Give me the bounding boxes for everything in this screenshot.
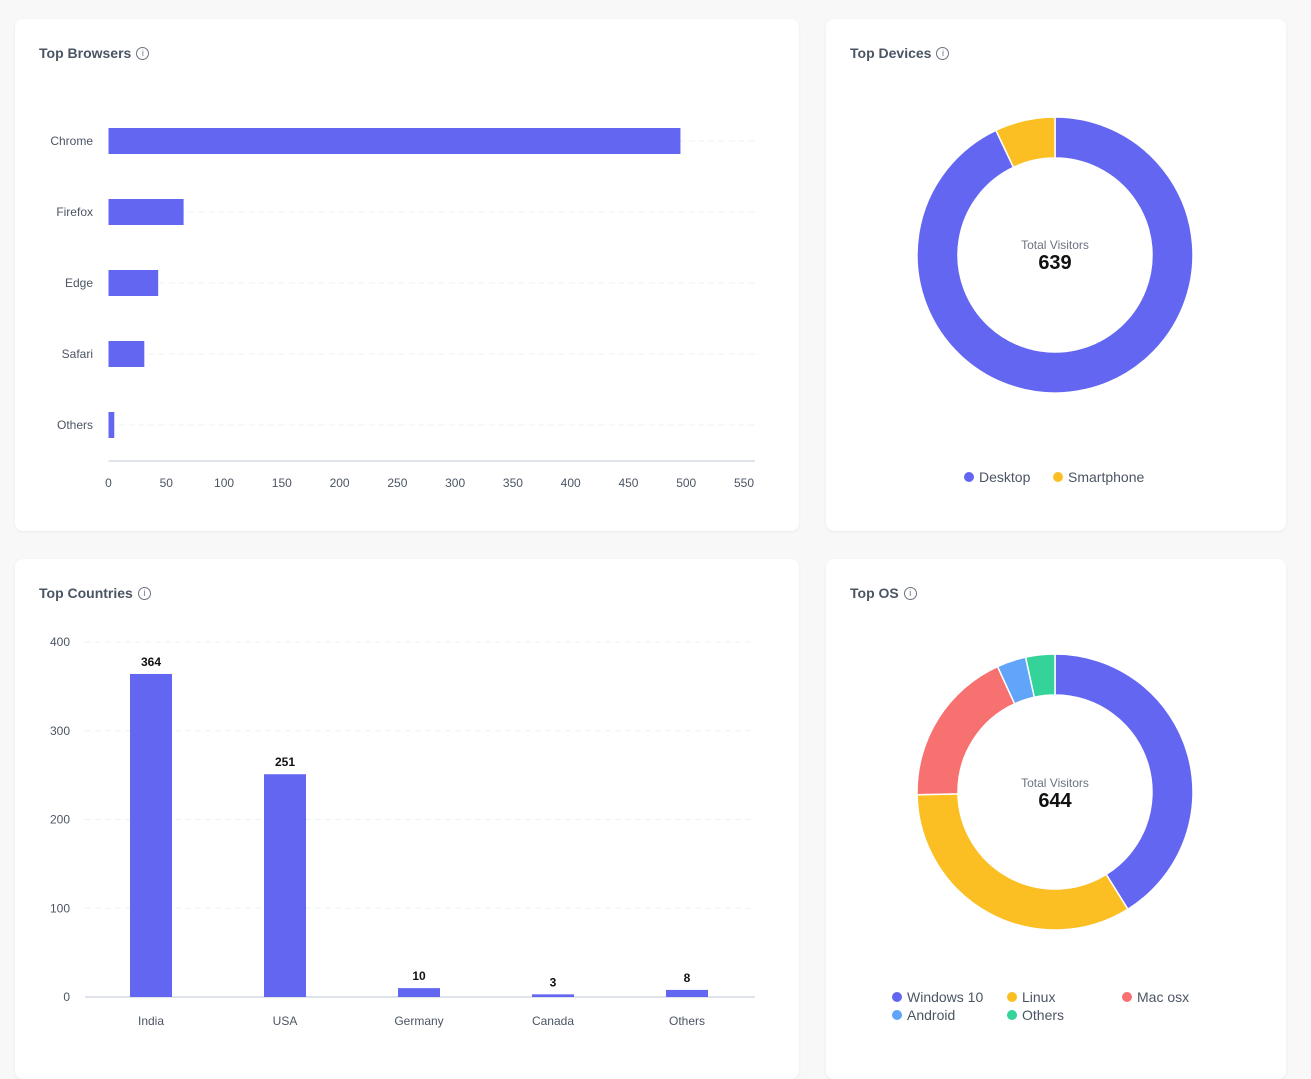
category-label: Germany <box>394 1014 443 1028</box>
slice-others <box>1024 653 1056 699</box>
x-tick-label: 450 <box>618 476 638 490</box>
bar-chrome <box>108 128 681 154</box>
legend-item-windows-10[interactable]: Windows 10 <box>892 989 983 1005</box>
center-label: Total Visitors <box>1021 238 1089 252</box>
legend-dot <box>964 472 974 482</box>
category-label: Others <box>57 418 93 432</box>
x-tick-label: 150 <box>272 476 292 490</box>
top-devices-card: Top Devices i Total Visitors 639 Desktop … <box>826 19 1286 531</box>
x-tick-label: 0 <box>105 476 112 490</box>
card-title: Top OS i <box>850 585 917 601</box>
y-tick-label: 0 <box>63 990 70 1004</box>
y-tick-label: 100 <box>50 901 70 915</box>
legend-dot <box>1122 992 1132 1002</box>
x-tick-label: 350 <box>503 476 523 490</box>
category-label: Canada <box>532 1014 574 1028</box>
legend-dot <box>1053 472 1063 482</box>
title-text: Top Devices <box>850 45 932 61</box>
legend-item-linux[interactable]: Linux <box>1007 989 1055 1005</box>
category-label: Edge <box>65 276 93 290</box>
bar-firefox <box>108 199 184 225</box>
legend-label: Mac osx <box>1137 989 1190 1005</box>
legend-label: Smartphone <box>1068 469 1145 485</box>
title-text: Top OS <box>850 585 899 601</box>
data-label: 364 <box>141 655 161 669</box>
x-tick-label: 500 <box>676 476 696 490</box>
legend-label: Desktop <box>979 469 1031 485</box>
category-label: Others <box>669 1014 705 1028</box>
bar-others <box>666 989 708 997</box>
os-chart <box>916 653 1194 931</box>
data-label: 3 <box>550 975 557 989</box>
donut-center: Total Visitors 644 <box>975 776 1135 813</box>
x-tick-label: 100 <box>214 476 234 490</box>
data-label: 8 <box>684 971 691 985</box>
x-tick-label: 250 <box>387 476 407 490</box>
center-value: 644 <box>1038 790 1072 812</box>
category-label: USA <box>273 1014 298 1028</box>
top-countries-card: Top Countries i 0 100 200 300 400 364 India 251 U… <box>15 559 799 1079</box>
legend-dot <box>1007 1010 1017 1020</box>
legend-item-android[interactable]: Android <box>892 1007 955 1023</box>
top-os-card: Top OS i Total Visitors 644 Windows 10 Li… <box>826 559 1286 1079</box>
legend-item-desktop[interactable]: Desktop <box>964 469 1030 485</box>
legend-label: Others <box>1022 1007 1065 1023</box>
slice-windows-10 <box>1054 653 1194 911</box>
bar-safari <box>108 341 145 367</box>
devices-chart <box>916 116 1194 394</box>
donut-center: Total Visitors 639 <box>975 238 1135 275</box>
legend-item-mac-osx[interactable]: Mac osx <box>1122 989 1189 1005</box>
legend-dot <box>892 1010 902 1020</box>
info-icon[interactable]: i <box>903 586 917 600</box>
info-icon[interactable]: i <box>936 46 950 60</box>
category-label: Safari <box>62 347 93 361</box>
slice-smartphone <box>994 116 1056 169</box>
x-tick-label: 200 <box>330 476 350 490</box>
bar-edge <box>108 270 159 296</box>
card-title: Top Countries i <box>39 585 151 601</box>
title-text: Top Browsers <box>39 45 132 61</box>
y-tick-label: 300 <box>50 724 70 738</box>
legend-dot <box>1007 992 1017 1002</box>
x-tick-label: 300 <box>445 476 465 490</box>
bar-canada <box>532 994 574 997</box>
data-label: 10 <box>412 969 426 983</box>
x-tick-label: 400 <box>561 476 581 490</box>
card-title: Top Browsers i <box>39 45 150 61</box>
slice-linux <box>916 793 1129 931</box>
data-label: 251 <box>275 755 295 769</box>
bar-germany <box>398 988 440 997</box>
top-browsers-card: Top Browsers i Chrome Firefox Edge Safari Oth… <box>15 19 799 531</box>
browsers-chart: Chrome Firefox Edge Safari Others 0 50 100 150 20… <box>50 128 755 490</box>
x-tick-label: 50 <box>160 476 174 490</box>
legend-label: Android <box>907 1007 956 1023</box>
title-text: Top Countries <box>39 585 133 601</box>
y-tick-label: 400 <box>50 635 70 649</box>
category-label: Firefox <box>56 205 93 219</box>
card-title: Top Devices i <box>850 45 950 61</box>
y-tick-label: 200 <box>50 813 70 827</box>
bar-india <box>130 673 172 997</box>
info-icon[interactable]: i <box>136 46 150 60</box>
legend-label: Linux <box>1022 989 1056 1005</box>
category-label: India <box>138 1014 164 1028</box>
legend-item-others[interactable]: Others <box>1007 1007 1064 1023</box>
center-label: Total Visitors <box>1021 776 1089 790</box>
category-label: Chrome <box>50 134 93 148</box>
x-tick-label: 550 <box>734 476 754 490</box>
bar-usa <box>264 774 306 997</box>
center-value: 639 <box>1038 252 1072 274</box>
legend-item-smartphone[interactable]: Smartphone <box>1053 469 1144 485</box>
legend-dot <box>892 992 902 1002</box>
info-icon[interactable]: i <box>137 586 151 600</box>
slice-desktop <box>916 116 1194 394</box>
countries-chart: 0 100 200 300 400 364 India 251 USA 10 Germany 3 Can… <box>50 635 755 1028</box>
bar-others <box>108 412 115 438</box>
legend-label: Windows 10 <box>907 989 984 1005</box>
